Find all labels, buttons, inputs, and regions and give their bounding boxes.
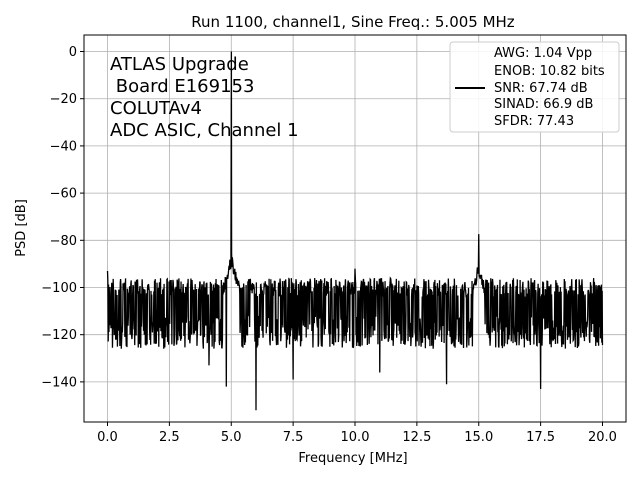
legend-box [449,41,620,133]
plot-area [106,51,604,411]
y-tick-label: −60 [50,187,77,202]
x-tick-label: 7.5 [283,430,304,445]
x-tick-label: 2.5 [159,430,180,445]
chart-title: Run 1100, channel1, Sine Freq.: 5.005 MH… [191,13,515,31]
legend-entry-sinad: SINAD: 66.9 dB [494,97,593,112]
x-tick-label: 12.5 [402,430,431,445]
x-tick-label: 20.0 [588,430,617,445]
x-tick-label: 10.0 [341,430,370,445]
legend-entry-sfdr: SFDR: 77.43 [494,114,574,129]
y-tick-label: −120 [41,328,77,343]
y-tick-label: −140 [41,375,77,390]
legend: AWG: 1.04 Vpp ENOB: 10.82 bits SNR: 67.7… [449,41,620,133]
legend-entry-snr: SNR: 67.74 dB [494,81,588,96]
annotation-line-2: Board E169153 [110,76,254,97]
x-axis-ticks: 0.0 2.5 5.0 7.5 10.0 12.5 15.0 17.5 20.0 [97,422,617,445]
annotation-line-1: ATLAS Upgrade [110,54,249,75]
y-tick-label: −20 [50,92,77,107]
legend-entry-awg: AWG: 1.04 Vpp [494,46,592,61]
legend-entry-enob: ENOB: 10.82 bits [494,64,605,79]
y-tick-label: 0 [69,45,77,60]
x-axis-label: Frequency [MHz] [298,451,407,466]
annotation-block: ATLAS Upgrade Board E169153 COLUTAv4 ADC… [110,54,299,141]
x-tick-label: 0.0 [97,430,118,445]
x-tick-label: 17.5 [526,430,555,445]
x-tick-label: 15.0 [464,430,493,445]
y-axis-label: PSD [dB] [14,199,29,257]
annotation-line-4: ADC ASIC, Channel 1 [110,120,299,141]
y-tick-label: −80 [50,234,77,249]
y-tick-label: −40 [50,139,77,154]
y-axis-ticks: 0 −20 −40 −60 −80 −100 −120 −140 [41,45,84,390]
psd-series-line [106,51,604,411]
x-tick-label: 5.0 [221,430,242,445]
y-tick-label: −100 [41,281,77,296]
annotation-line-3: COLUTAv4 [110,98,202,119]
